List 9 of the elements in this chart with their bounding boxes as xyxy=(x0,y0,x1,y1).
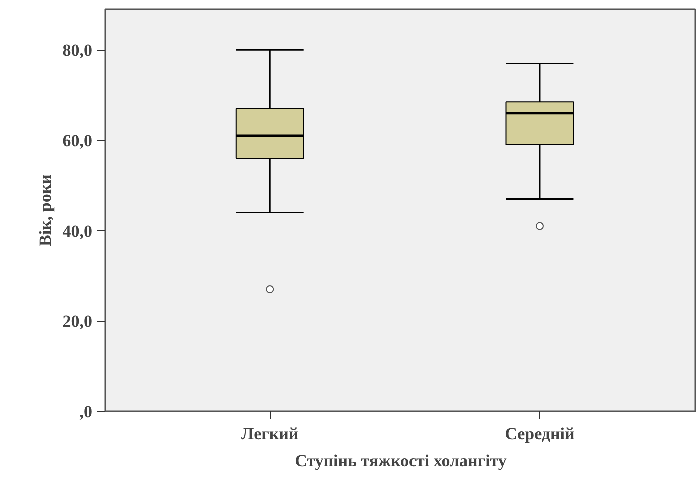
y-tick-label: 20,0 xyxy=(62,312,92,332)
y-tick-label: 40,0 xyxy=(62,222,92,241)
x-axis-title: Ступінь тяжкості холангіту xyxy=(295,452,508,470)
x-tick-label: Середній xyxy=(505,424,576,444)
y-tick-label: 60,0 xyxy=(62,131,92,150)
y-tick-label: 80,0 xyxy=(62,41,92,60)
y-axis-title: Вік, роки xyxy=(36,174,55,246)
y-tick-label: ,0 xyxy=(80,402,92,422)
x-tick-label: Легкий xyxy=(242,424,299,444)
